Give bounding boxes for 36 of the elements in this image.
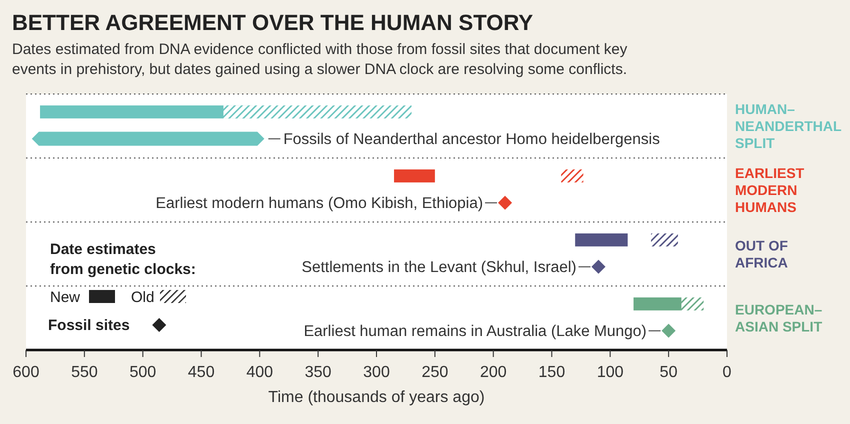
bar xyxy=(394,169,435,182)
bar xyxy=(223,105,412,118)
bar xyxy=(651,233,678,246)
annotation: New xyxy=(50,289,80,306)
y-tick-label: EARLIEST MODERN HUMANS xyxy=(735,165,805,215)
annotation: Earliest modern humans (Omo Kibish, Ethiopia) xyxy=(156,194,484,212)
x-tick-label: 500 xyxy=(129,364,156,381)
y-tick-label: EUROPEAN–ASIAN SPLIT xyxy=(735,302,823,334)
x-axis-title: Time (thousands of years ago) xyxy=(268,389,485,406)
chart-title: BETTER AGREEMENT OVER THE HUMAN STORY xyxy=(12,10,534,35)
x-tick-label: 600 xyxy=(12,364,40,381)
y-tick-label: OUT OF AFRICA xyxy=(735,238,788,270)
x-tick-label: 350 xyxy=(304,364,332,381)
x-tick-label: 0 xyxy=(722,364,732,381)
x-tick-label: 400 xyxy=(246,364,274,381)
x-tick-label: 550 xyxy=(71,364,98,381)
x-tick-label: 250 xyxy=(422,364,448,381)
annotation: Earliest human remains in Australia (Lake Mungo) xyxy=(304,322,647,340)
annotation: Fossil sites xyxy=(48,317,130,334)
bar xyxy=(681,297,704,310)
bar xyxy=(561,169,584,182)
x-tick-label: 450 xyxy=(188,364,215,381)
bar xyxy=(634,297,682,310)
x-tick-label: 300 xyxy=(363,364,390,381)
annotation: Settlements in the Levant (Skhul, Israel) xyxy=(302,258,576,276)
x-tick-label: 150 xyxy=(538,364,566,381)
y-tick-label: HUMAN–NEANDERTHAL SPLIT xyxy=(735,101,842,151)
bar xyxy=(32,132,264,146)
x-tick-label: 200 xyxy=(480,364,507,381)
x-tick-label: 100 xyxy=(596,364,624,381)
annotation: Old xyxy=(131,289,154,306)
bar xyxy=(575,233,628,246)
x-tick-label: 50 xyxy=(660,364,678,381)
annotation: Date estimates from genetic clocks: xyxy=(50,241,196,278)
chart-subtitle: Dates estimated from DNA evidence conflicted with those from fossil sites that document key events in prehistory, but dates gained using a slower DNA clock are resolving some conflicts. xyxy=(12,41,628,78)
annotation: Fossils of Neanderthal ancestor Homo heidelbergensis xyxy=(283,130,660,148)
